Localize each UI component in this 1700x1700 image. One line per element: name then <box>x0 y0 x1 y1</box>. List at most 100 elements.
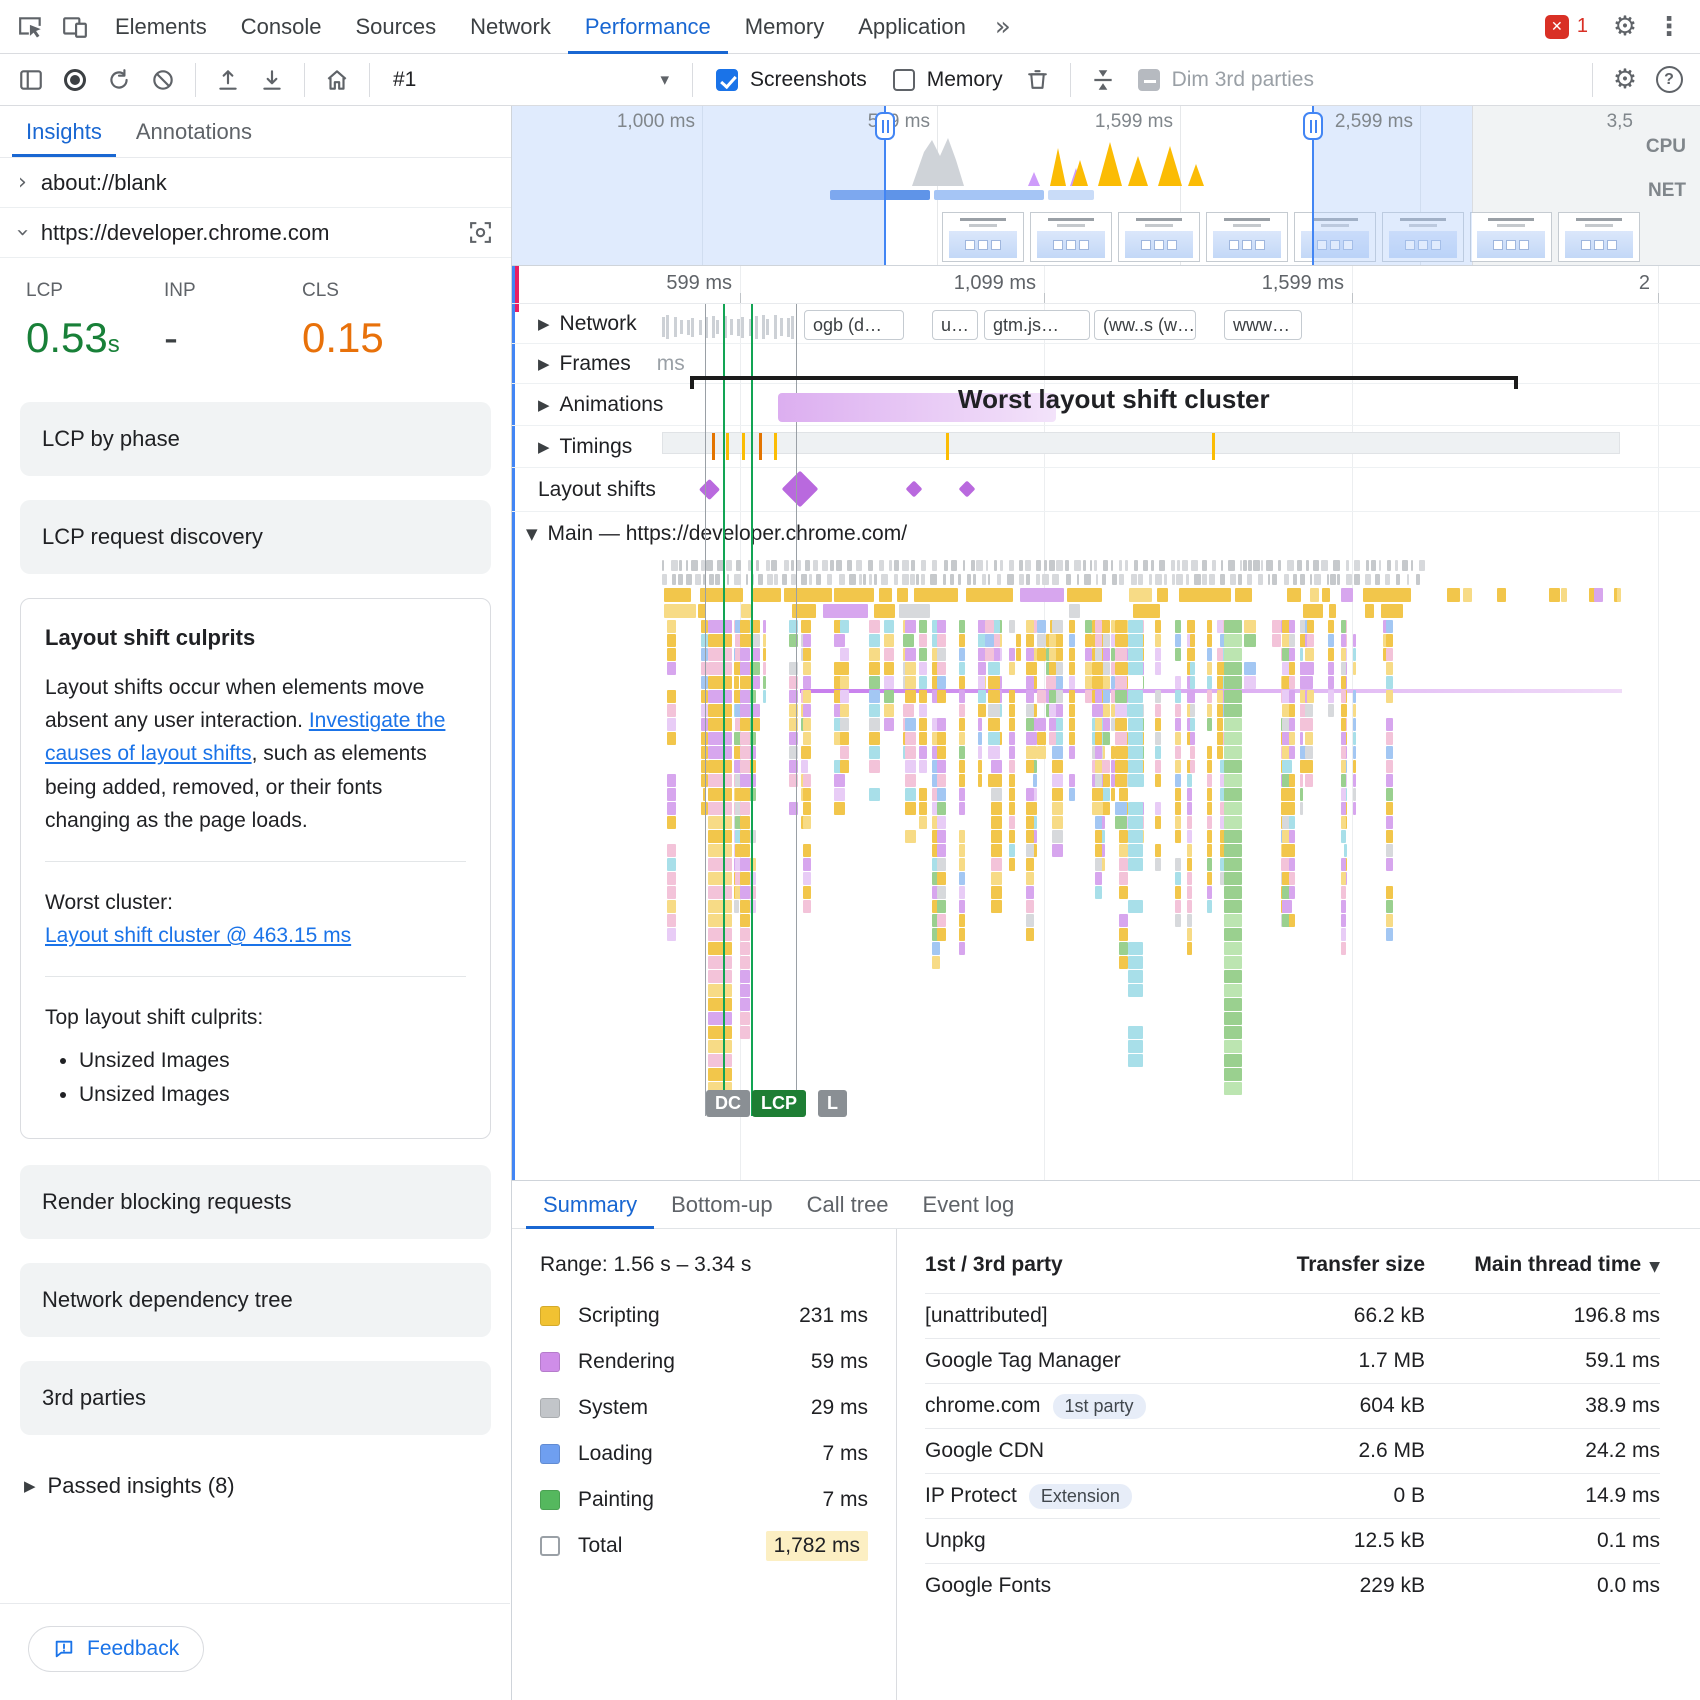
flame-entry[interactable] <box>1175 830 1182 843</box>
flame-entry[interactable] <box>708 704 732 717</box>
flame-entry[interactable] <box>1244 634 1256 647</box>
flame-entry[interactable] <box>951 560 958 571</box>
flame-entry[interactable] <box>773 574 778 585</box>
flame-entry[interactable] <box>708 956 732 969</box>
flame-entry[interactable] <box>1128 900 1143 913</box>
flame-entry[interactable] <box>937 774 946 787</box>
capture-settings-gear-icon[interactable]: ⚙ <box>1612 64 1638 95</box>
flame-entry[interactable] <box>1258 574 1264 585</box>
flame-entry[interactable] <box>869 662 880 675</box>
flame-entry[interactable] <box>915 574 920 585</box>
flame-entry[interactable] <box>1386 760 1393 773</box>
flame-entry[interactable] <box>1128 1040 1143 1053</box>
flame-entry[interactable] <box>868 574 872 585</box>
flame-entry[interactable] <box>937 816 946 829</box>
flame-entry[interactable] <box>734 844 742 857</box>
flame-entry[interactable] <box>932 928 940 941</box>
flame-entry[interactable] <box>1462 588 1473 602</box>
flame-entry[interactable] <box>1330 574 1336 585</box>
flame-entry[interactable] <box>734 760 742 773</box>
timing-marker[interactable] <box>712 433 715 460</box>
flame-entry[interactable] <box>1128 718 1143 731</box>
flame-entry[interactable] <box>1051 788 1064 801</box>
flame-entry[interactable] <box>1340 676 1346 689</box>
flame-entry[interactable] <box>664 588 691 602</box>
flame-entry[interactable] <box>987 662 1000 675</box>
flame-entry[interactable] <box>740 858 750 871</box>
flame-entry[interactable] <box>918 704 928 717</box>
flame-entry[interactable] <box>984 634 995 647</box>
flame-entry[interactable] <box>803 634 812 647</box>
flame-entry[interactable] <box>1340 634 1346 647</box>
flame-entry[interactable] <box>1033 648 1038 661</box>
flame-entry[interactable] <box>740 816 750 829</box>
table-row[interactable]: Google Fonts 229 kB 0.0 ms <box>925 1563 1660 1608</box>
flame-entry[interactable] <box>1224 760 1242 773</box>
flame-entry[interactable] <box>1244 662 1256 675</box>
flame-entry[interactable] <box>740 620 750 633</box>
flame-entry[interactable] <box>1175 760 1182 773</box>
flame-entry[interactable] <box>932 900 940 913</box>
flame-entry[interactable] <box>1289 718 1295 731</box>
flame-entry[interactable] <box>839 662 849 675</box>
flame-entry[interactable] <box>1095 690 1102 703</box>
flame-entry[interactable] <box>1095 858 1102 871</box>
flame-entry[interactable] <box>1336 574 1341 585</box>
flame-entry[interactable] <box>1328 634 1335 647</box>
flame-entry[interactable] <box>1190 704 1195 717</box>
flame-entry[interactable] <box>1009 560 1014 571</box>
flame-entry[interactable] <box>1025 574 1030 585</box>
flame-entry[interactable] <box>937 648 946 661</box>
flame-entry[interactable] <box>1085 648 1093 661</box>
tab-sources[interactable]: Sources <box>355 13 437 39</box>
flame-entry[interactable] <box>1224 984 1242 997</box>
flame-entry[interactable] <box>1289 914 1295 927</box>
flame-entry[interactable] <box>1352 746 1356 759</box>
flame-entry[interactable] <box>1115 620 1127 633</box>
flame-entry[interactable] <box>803 746 812 759</box>
flame-entry[interactable] <box>734 620 742 633</box>
flame-entry[interactable] <box>958 788 966 801</box>
flame-entry[interactable] <box>1186 844 1193 857</box>
flame-entry[interactable] <box>1175 914 1182 927</box>
flame-entry[interactable] <box>1280 858 1290 871</box>
flame-entry[interactable] <box>1009 732 1015 745</box>
flame-entry[interactable] <box>984 648 995 661</box>
flame-entry[interactable] <box>884 690 894 703</box>
flame-entry[interactable] <box>751 704 760 717</box>
flame-entry[interactable] <box>1085 676 1093 689</box>
flame-entry[interactable] <box>958 900 966 913</box>
flame-entry[interactable] <box>1253 560 1260 571</box>
flame-entry[interactable] <box>708 914 732 927</box>
flame-entry[interactable] <box>1207 858 1212 871</box>
flame-entry[interactable] <box>1207 802 1212 815</box>
flame-entry[interactable] <box>1155 662 1162 675</box>
flame-entry[interactable] <box>740 844 750 857</box>
flame-entry[interactable] <box>990 872 1003 885</box>
flame-entry[interactable] <box>708 662 732 675</box>
flame-entry[interactable] <box>910 574 915 585</box>
flame-entry[interactable] <box>903 704 914 717</box>
flame-entry[interactable] <box>905 718 917 731</box>
flame-entry[interactable] <box>708 816 732 829</box>
flame-entry[interactable] <box>1065 560 1069 571</box>
flame-entry[interactable] <box>1175 774 1182 787</box>
flame-entry[interactable] <box>1129 588 1153 602</box>
flame-entry[interactable] <box>1378 560 1382 571</box>
flame-entry[interactable] <box>932 886 940 899</box>
flame-entry[interactable] <box>1118 788 1128 801</box>
flame-entry[interactable] <box>734 634 742 647</box>
flame-entry[interactable] <box>990 900 1003 913</box>
flame-entry[interactable] <box>1128 1012 1143 1025</box>
flame-entry[interactable] <box>937 746 946 759</box>
flame-entry[interactable] <box>1289 816 1295 829</box>
flame-entry[interactable] <box>1281 844 1293 857</box>
flame-entry[interactable] <box>967 574 971 585</box>
flame-entry[interactable] <box>1069 774 1076 787</box>
flame-entry[interactable] <box>1175 788 1182 801</box>
flame-entry[interactable] <box>1037 634 1047 647</box>
flame-entry[interactable] <box>958 676 966 689</box>
flame-entry[interactable] <box>762 676 767 689</box>
flame-entry[interactable] <box>869 732 880 745</box>
flame-entry[interactable] <box>889 560 893 571</box>
